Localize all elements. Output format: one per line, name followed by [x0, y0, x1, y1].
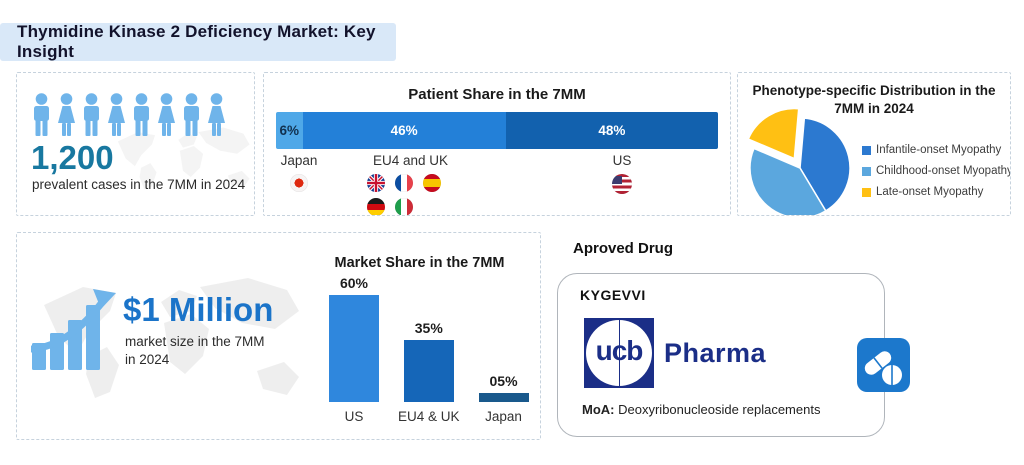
patient-share-segment-japan: 6%	[276, 112, 303, 149]
pie-slice-1	[749, 147, 827, 215]
uk-flag-icon	[367, 174, 385, 192]
phenotype-title: Phenotype-specific Distribution in the 7…	[752, 83, 996, 116]
moa-text: Deoxyribonucleoside replacements	[618, 402, 821, 417]
share-group-japan: Japan	[278, 153, 320, 192]
market-panel: $1 Million market size in the 7MM in 202…	[16, 232, 541, 440]
patient-share-stacked-bar: 6% 46% 48%	[276, 112, 718, 149]
female-person-icon	[54, 93, 79, 137]
patient-share-segment-eu4-and-uk: 46%	[302, 112, 506, 149]
pie-slice-2	[747, 107, 800, 160]
bar-value-label: 35%	[414, 320, 443, 336]
phenotype-panel: Phenotype-specific Distribution in the 7…	[737, 72, 1011, 216]
male-person-icon	[29, 93, 54, 137]
company-logo-row: ucb Pharma	[584, 318, 766, 388]
legend-marker	[862, 166, 871, 176]
germany-flag-icon	[367, 198, 385, 215]
legend-label: Late-onset Myopathy	[876, 186, 984, 198]
bar-category-label: US	[344, 409, 364, 424]
drug-card: KYGEVVI ucb Pharma MoA: Deoxyribonucleos…	[557, 273, 885, 437]
prevalent-cases-value: 1,200	[31, 139, 114, 176]
moa-line: MoA: Deoxyribonucleoside replacements	[582, 402, 820, 417]
male-person-icon	[79, 93, 104, 137]
approved-drug-heading: Aproved Drug	[573, 240, 674, 257]
patient-share-panel: Patient Share in the 7MM 6% 46% 48% Japan E…	[263, 72, 731, 216]
bar-category-label: EU4 & UK	[398, 409, 460, 424]
female-person-icon	[104, 93, 129, 137]
phenotype-pie-chart	[747, 107, 851, 215]
market-share-bar-chart: 60% US 35% EU4 & UK 05% Japan	[329, 275, 529, 429]
moa-label: MoA:	[582, 402, 615, 417]
patient-share-title: Patient Share in the 7MM	[408, 86, 586, 103]
legend-label: Infantile-onset Myopathy	[876, 144, 1002, 156]
female-person-icon	[154, 93, 179, 137]
male-person-icon	[129, 93, 154, 137]
legend-marker	[862, 145, 871, 155]
share-group-label: US	[612, 153, 632, 168]
prevalent-cases-caption: prevalent cases in the 7MM in 2024	[32, 177, 246, 192]
france-flag-icon	[395, 174, 413, 192]
phenotype-legend: Infantile-onset Myopathy Childhood-onset …	[862, 144, 1011, 207]
legend-label: Childhood-onset Myopathy	[876, 165, 1011, 177]
patient-share-segment-us: 48%	[505, 112, 718, 149]
female-person-icon	[204, 93, 229, 137]
male-person-icon	[179, 93, 204, 137]
legend-marker	[862, 187, 871, 197]
page-title-text: Thymidine Kinase 2 Deficiency Market: Ke…	[17, 22, 376, 61]
market-share-title: Market Share in the 7MM	[334, 255, 505, 271]
market-bar-japan: 05% Japan	[478, 373, 529, 429]
market-bar-eu4-uk: 35% EU4 & UK	[398, 320, 460, 429]
company-name: Pharma	[664, 337, 767, 368]
bar-category-label: Japan	[485, 409, 522, 424]
bar	[329, 295, 379, 402]
us-flag-icon	[612, 174, 632, 194]
share-group-label: EU4 and UK	[373, 153, 449, 168]
page-title: Thymidine Kinase 2 Deficiency Market: Ke…	[0, 22, 396, 61]
growth-chart-icon	[31, 289, 116, 370]
market-size-caption: market size in the 7MM in 2024	[125, 334, 265, 368]
prevalence-panel: 1,200 prevalent cases in the 7MM in 2024	[16, 72, 255, 216]
legend-item: Infantile-onset Myopathy	[862, 144, 1010, 156]
share-group-eu4-and-uk: EU4 and UK	[367, 153, 463, 215]
legend-item: Late-onset Myopathy	[862, 186, 1010, 198]
ucb-logo-text: ucb	[595, 335, 644, 366]
people-icons	[29, 93, 229, 137]
italy-flag-icon	[395, 198, 413, 215]
pills-icon	[857, 338, 910, 392]
bar-value-label: 60%	[339, 275, 369, 291]
bar-value-label: 05%	[489, 373, 518, 389]
world-map-watermark	[117, 127, 250, 190]
market-bar-us: 60% US	[329, 275, 379, 429]
share-group-label: Japan	[280, 153, 318, 168]
ucb-logo-icon: ucb	[584, 318, 654, 388]
share-group-us: US	[592, 153, 652, 194]
bar	[478, 393, 529, 402]
japan-flag-icon	[290, 174, 308, 192]
drug-name: KYGEVVI	[580, 287, 646, 303]
market-size-value: $1 Million	[123, 291, 274, 328]
bar	[403, 340, 454, 402]
spain-flag-icon	[423, 174, 441, 192]
legend-item: Childhood-onset Myopathy	[862, 165, 1011, 177]
